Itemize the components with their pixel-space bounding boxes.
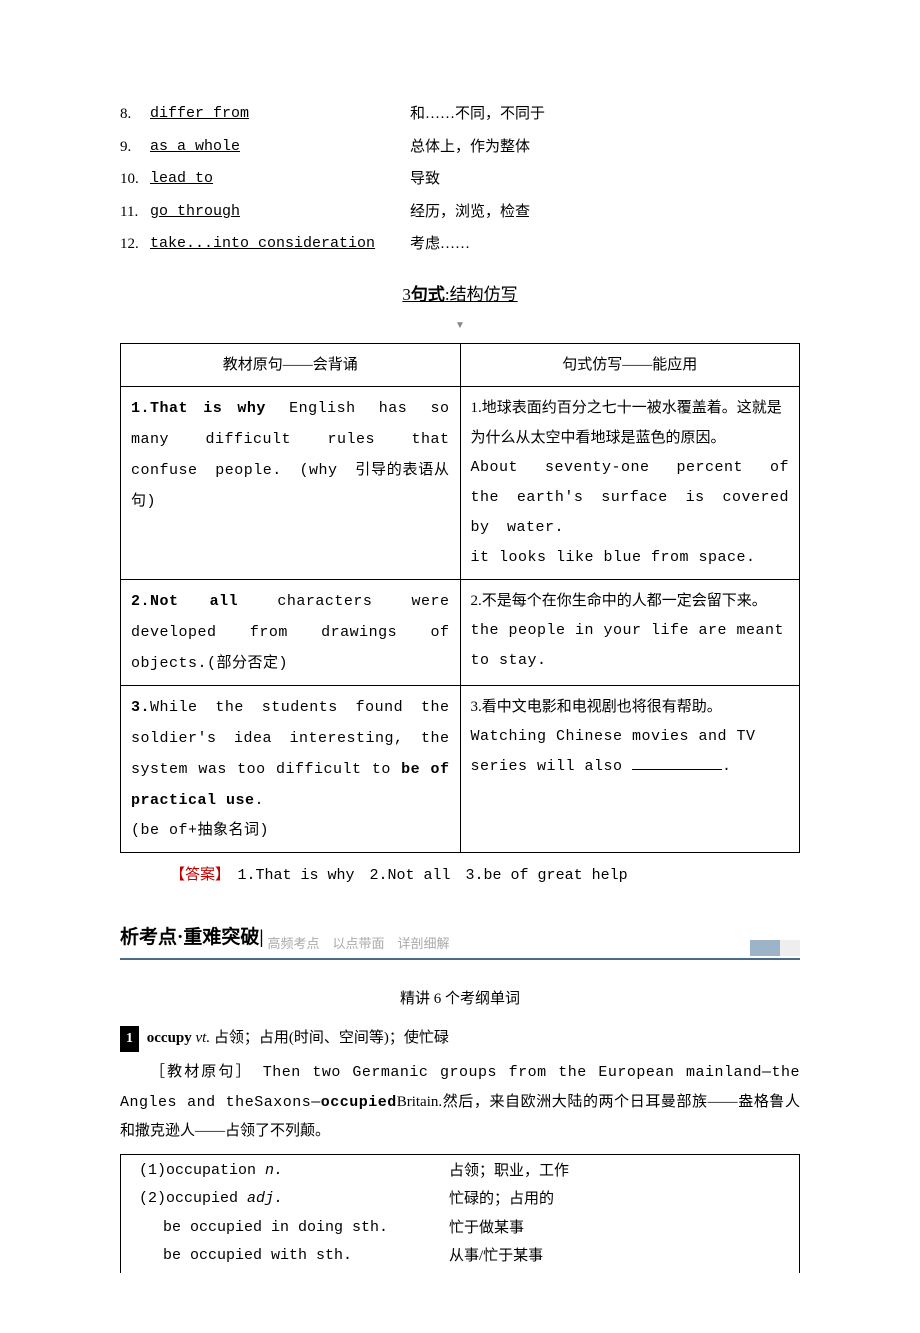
vocab-num: 10.: [120, 165, 150, 194]
translation: 2.不是每个在你生命中的人都一定会留下来。: [471, 586, 790, 616]
sentence-en: Watching Chinese movies and TV series wi…: [471, 728, 756, 775]
vocab-def: 和……不同，不同于: [410, 100, 800, 129]
def-term: be occupied in doing sth.: [139, 1214, 449, 1243]
section-bar-decor: [750, 940, 800, 956]
def-meaning: 忙于做某事: [449, 1214, 781, 1243]
sentence-num: 3.: [131, 699, 150, 716]
vocab-def: 经历，浏览，检查: [410, 198, 800, 227]
entry-pos: vt.: [196, 1030, 211, 1046]
word-entry: 1 occupy vt. 占领；占用(时间、空间等)；使忙碌: [120, 1024, 800, 1053]
source-sentence: ［教材原句］ Then two Germanic groups from the…: [120, 1058, 800, 1146]
sentence-en: it looks like blue from space.: [471, 543, 790, 573]
sentence-en: About seventy-one percent of the earth's…: [471, 453, 790, 543]
section-suffix: :结构仿写: [445, 285, 518, 304]
section-bar-title: 析考点·重难突破: [120, 920, 259, 956]
vocab-term: differ from: [150, 100, 410, 129]
vocab-row: 9. as a whole 总体上，作为整体: [120, 133, 800, 162]
translation: 3.看中文电影和电视剧也将很有帮助。: [471, 692, 790, 722]
vocab-def: 导致: [410, 165, 800, 194]
section-bar-sep: |: [259, 920, 263, 956]
section-title: 3句式:结构仿写: [120, 279, 800, 311]
triangle-icon: ▼: [120, 316, 800, 335]
entry-number-box: 1: [120, 1026, 139, 1053]
vocab-num: 11.: [120, 198, 150, 227]
def-row: (1)occupation n. 占领；职业，工作: [139, 1157, 781, 1186]
entry-def: 占领；占用(时间、空间等)；使忙碌: [214, 1030, 449, 1046]
sentence-en: the people in your life are meant to sta…: [471, 616, 790, 676]
vocab-term: go through: [150, 198, 410, 227]
section-bar: 析考点·重难突破 | 高频考点 以点带面 详剖细解: [120, 920, 800, 960]
table-header-right: 句式仿写——能应用: [460, 343, 800, 386]
vocab-list: 8. differ from 和……不同，不同于 9. as a whole 总…: [120, 100, 800, 259]
def-meaning: 从事/忙于某事: [449, 1242, 781, 1271]
src-bold: occupied: [321, 1094, 397, 1111]
table-row: 1.That is why English has so many diffic…: [121, 386, 800, 579]
def-row: (2)occupied adj. 忙碌的；占用的: [139, 1185, 781, 1214]
entry-word: occupy: [147, 1030, 192, 1046]
src-label: ［教材原句］: [150, 1064, 245, 1080]
vocab-num: 8.: [120, 100, 150, 129]
section-bar-sub: 高频考点 以点带面 详剖细解: [268, 932, 450, 957]
answer-text: 1.That is why 2.Not all 3.be of great he…: [223, 867, 628, 884]
answer-label: 【答案】: [170, 867, 223, 883]
vocab-row: 10. lead to 导致: [120, 165, 800, 194]
section-label: 句式: [411, 285, 445, 304]
answer-line: 【答案】 1.That is why 2.Not all 3.be of gre…: [170, 861, 800, 891]
vocab-def: 考虑……: [410, 230, 800, 259]
table-row: 3.While the students found the soldier's…: [121, 685, 800, 852]
section-num: 3: [402, 285, 411, 304]
vocab-term: as a whole: [150, 133, 410, 162]
sentence-bold: 2.Not all: [131, 593, 238, 610]
sentence-en-end: .: [722, 758, 732, 775]
def-meaning: 占领；职业，工作: [449, 1157, 781, 1186]
def-row: be occupied with sth. 从事/忙于某事: [139, 1242, 781, 1271]
vocab-row: 12. take...into consideration 考虑……: [120, 230, 800, 259]
vocab-def: 总体上，作为整体: [410, 133, 800, 162]
table-row: 2.Not all characters were developed from…: [121, 579, 800, 685]
table-header-left: 教材原句——会背诵: [121, 343, 461, 386]
vocab-row: 11. go through 经历，浏览，检查: [120, 198, 800, 227]
vocab-num: 9.: [120, 133, 150, 162]
translation: 1.地球表面约百分之七十一被水覆盖着。这就是为什么从太空中看地球是蓝色的原因。: [471, 393, 790, 453]
vocab-term: lead to: [150, 165, 410, 194]
fill-blank: [632, 769, 722, 770]
vocab-row: 8. differ from 和……不同，不同于: [120, 100, 800, 129]
sentence-bold: 1.That is why: [131, 400, 266, 417]
definition-table: (1)occupation n. 占领；职业，工作 (2)occupied ad…: [120, 1154, 800, 1273]
vocab-term: take...into consideration: [150, 230, 410, 259]
def-meaning: 忙碌的；占用的: [449, 1185, 781, 1214]
sentence-note: (be of+抽象名词): [131, 816, 450, 846]
vocab-num: 12.: [120, 230, 150, 259]
def-term: be occupied with sth.: [139, 1242, 449, 1271]
def-row: be occupied in doing sth. 忙于做某事: [139, 1214, 781, 1243]
sentence-table: 教材原句——会背诵 句式仿写——能应用 1.That is why Englis…: [120, 343, 800, 853]
center-subtitle: 精讲 6 个考纲单词: [120, 985, 800, 1014]
sentence-period: .: [255, 792, 265, 809]
